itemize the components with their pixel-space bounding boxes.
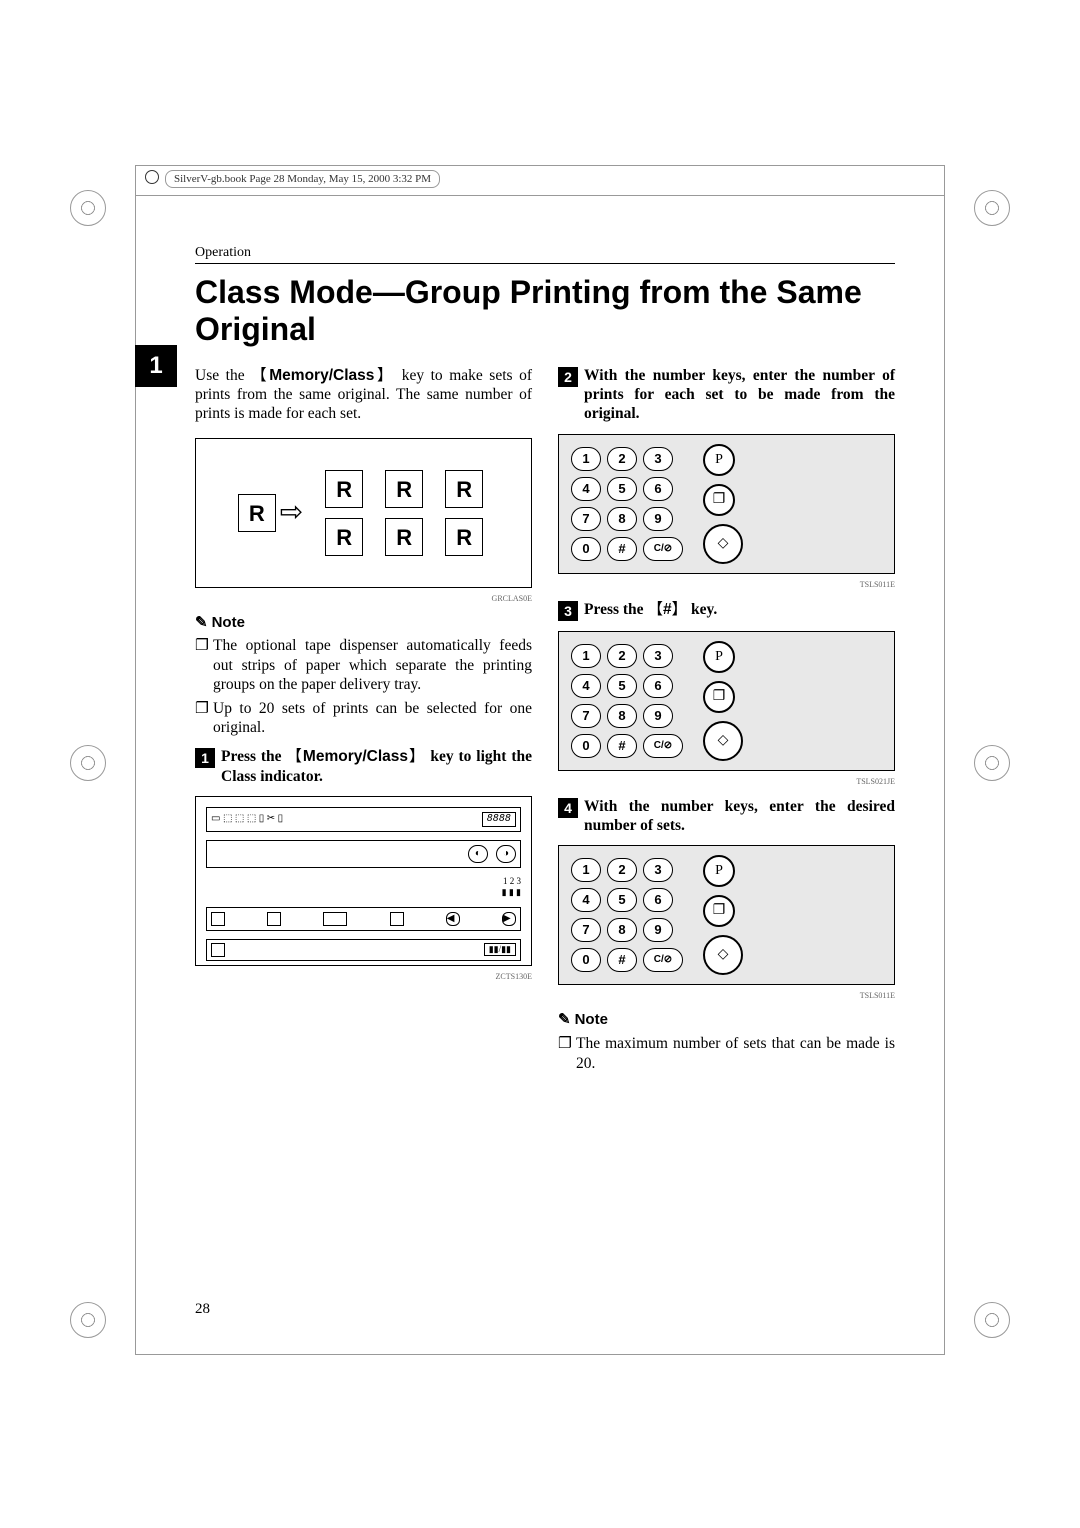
note-item: The maximum number of sets that can be m… xyxy=(576,1034,895,1073)
control-panel-figure: ▭ ⬚ ⬚ ⬚ ▯ ✂ ▯ 8888 ◐ ◑ 1 2 3▮ ▮ ▮ ◀▶ ▮▮/… xyxy=(195,796,532,966)
figure-caption: TSLS011E xyxy=(558,580,895,590)
figure-caption: ZCTS130E xyxy=(195,972,532,982)
keypad-figure: 1 2 3 4 5 6 7 8 9 0 # C/⊘ P ❐ ◇ xyxy=(558,631,895,771)
step-number: 1 xyxy=(195,748,215,768)
step-4: 4 With the number keys, enter the desire… xyxy=(558,797,895,836)
header-running-text: SilverV-gb.book Page 28 Monday, May 15, … xyxy=(165,170,440,188)
crop-mark xyxy=(974,745,1010,781)
figure-caption: GRCLAS0E xyxy=(195,594,532,604)
note-item: The optional tape dispenser automaticall… xyxy=(213,636,532,694)
r-box: R xyxy=(238,494,276,532)
class-mode-diagram: R ⇨ R R R R R R xyxy=(195,438,532,588)
figure-caption: TSLS011E xyxy=(558,991,895,1001)
arrow-icon: ⇨ xyxy=(280,495,303,530)
crop-mark xyxy=(974,190,1010,226)
page-number: 28 xyxy=(195,1301,210,1318)
left-column: Use the Memory/Class key to make sets of… xyxy=(195,366,532,1083)
section-label: Operation xyxy=(195,245,895,264)
intro-text: Use the Memory/Class key to make sets of… xyxy=(195,366,532,424)
page-title: Class Mode—Group Printing from the Same … xyxy=(195,274,895,348)
step-number: 4 xyxy=(558,798,578,818)
memory-class-key: Memory/Class xyxy=(251,367,395,384)
note-heading: Note xyxy=(558,1011,895,1030)
step-3: 3 Press the # key. xyxy=(558,600,895,621)
right-column: 2 With the number keys, enter the number… xyxy=(558,366,895,1083)
keypad-figure: 1 2 3 4 5 6 7 8 9 0 # C/⊘ P ❐ ◇ xyxy=(558,434,895,574)
memory-class-key: Memory/Class xyxy=(286,748,425,765)
intro-pre: Use the xyxy=(195,367,251,384)
crop-mark xyxy=(974,1302,1010,1338)
note-item: Up to 20 sets of prints can be selected … xyxy=(213,699,532,738)
step-2: 2 With the number keys, enter the number… xyxy=(558,366,895,424)
step-number: 3 xyxy=(558,601,578,621)
crop-mark xyxy=(70,745,106,781)
step-1: 1 Press the Memory/Class key to light th… xyxy=(195,747,532,786)
hash-key: # xyxy=(647,601,687,618)
header-rule xyxy=(135,195,945,196)
note-list: The maximum number of sets that can be m… xyxy=(558,1034,895,1073)
note-heading: Note xyxy=(195,614,532,633)
figure-caption: TSLS021JE xyxy=(558,777,895,787)
book-icon xyxy=(145,170,159,184)
keypad-figure: 1 2 3 4 5 6 7 8 9 0 # C/⊘ P ❐ ◇ xyxy=(558,845,895,985)
note-list: The optional tape dispenser automaticall… xyxy=(195,636,532,737)
chapter-tab: 1 xyxy=(135,345,177,387)
step-number: 2 xyxy=(558,367,578,387)
crop-mark xyxy=(70,1302,106,1338)
crop-mark xyxy=(70,190,106,226)
